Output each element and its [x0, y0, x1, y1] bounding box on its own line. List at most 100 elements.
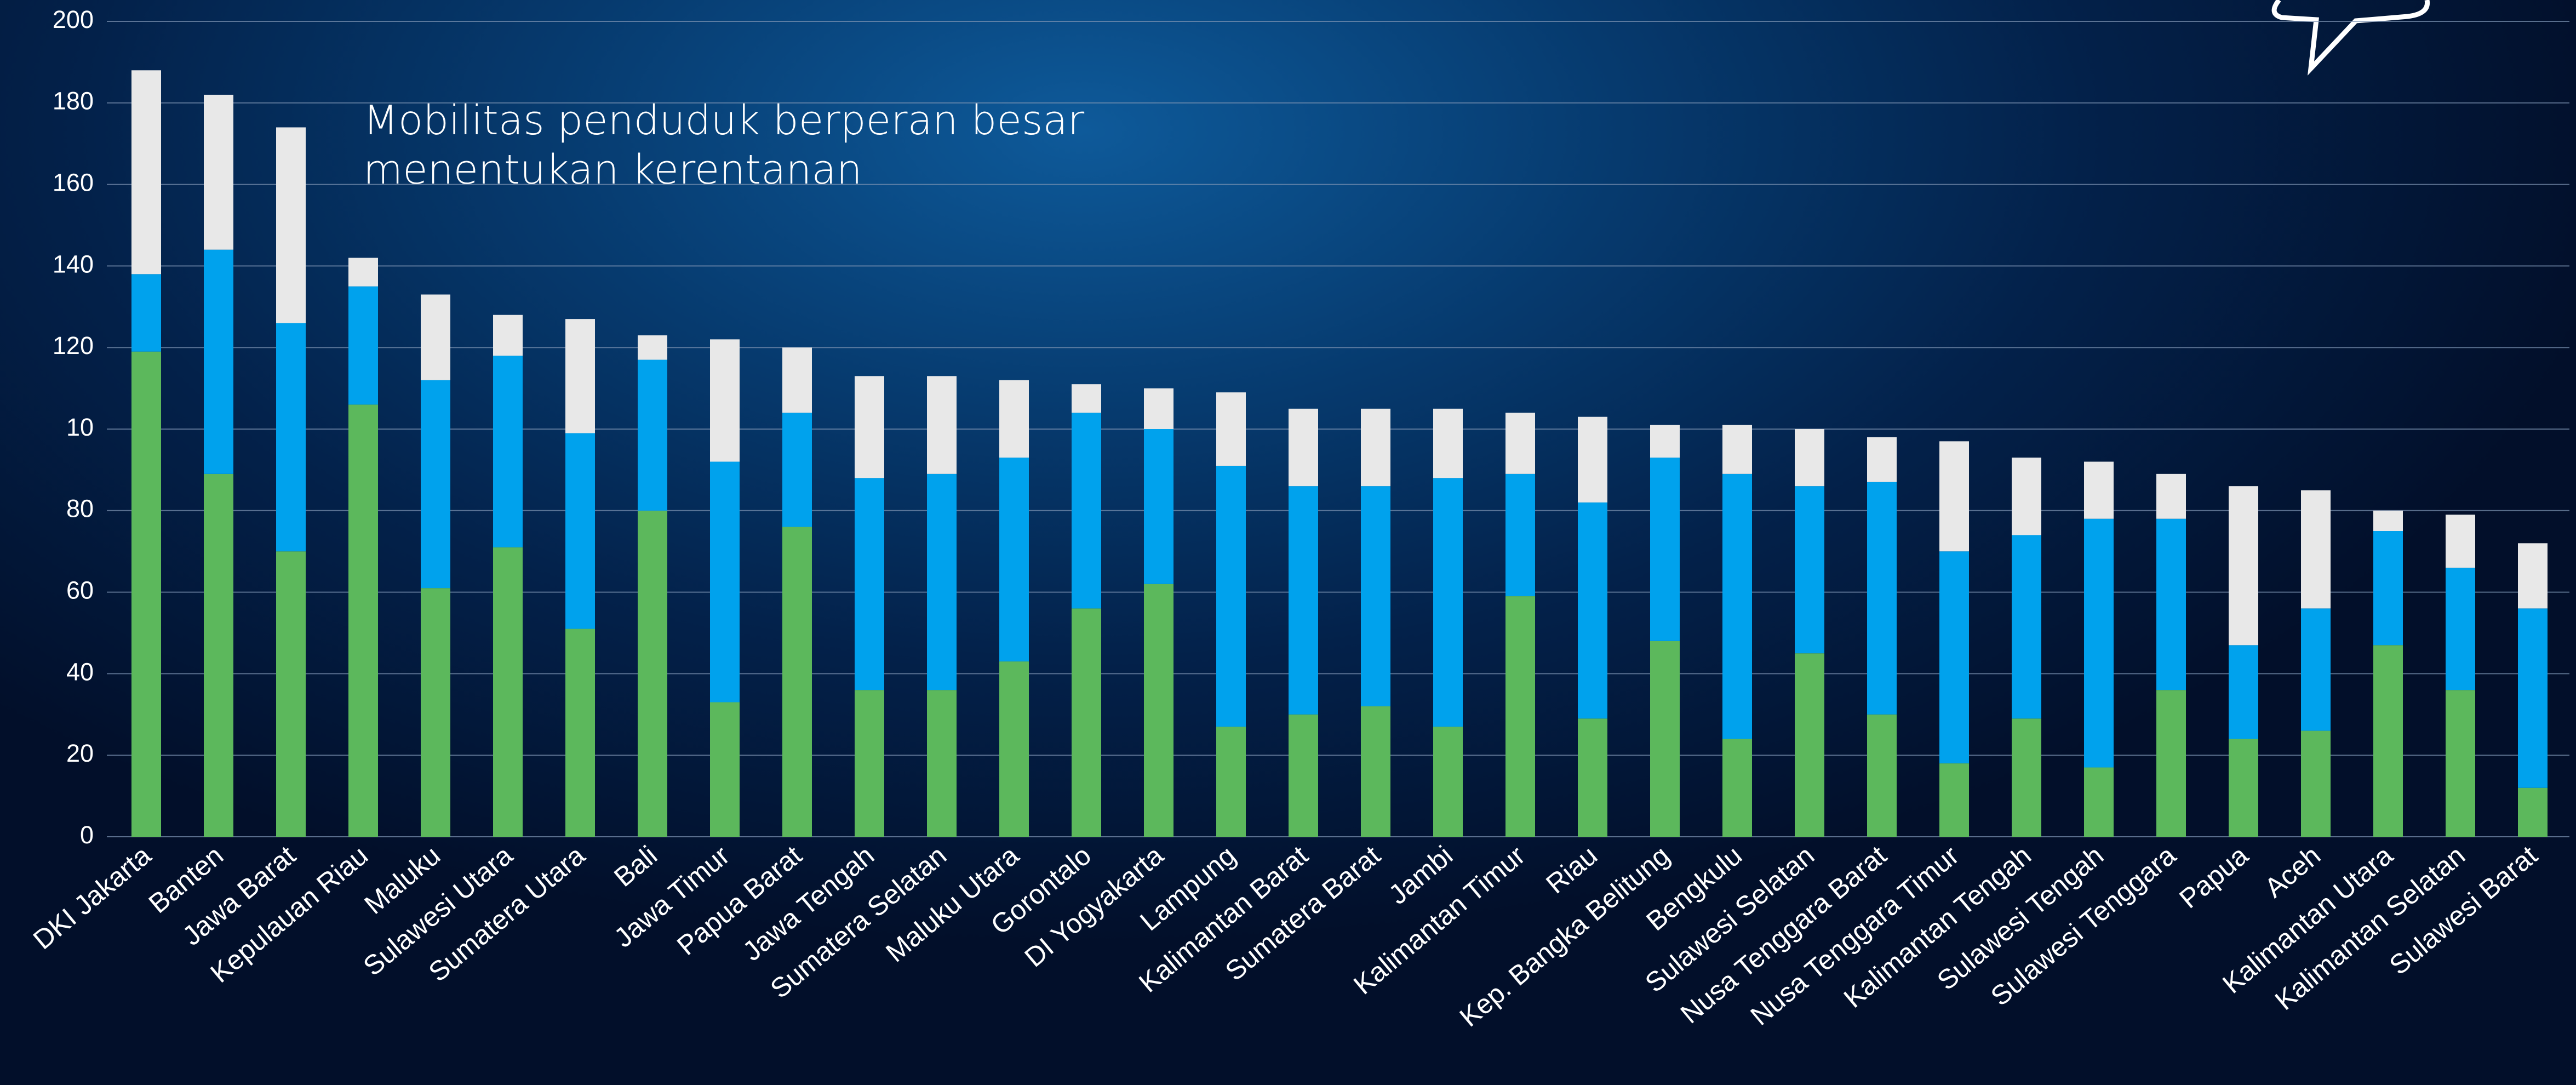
bar-segment — [1722, 425, 1752, 474]
bar-segment — [348, 258, 378, 287]
bar-segment — [2446, 567, 2475, 690]
y-tick-label: 80 — [66, 495, 94, 523]
x-tick-label: DKI Jakarta — [27, 840, 157, 955]
bar-segment — [2156, 518, 2186, 690]
annotation: Mobilitas penduduk berperan besar — [363, 97, 1085, 144]
bar-segment — [2156, 690, 2186, 837]
bar-segment — [2373, 645, 2403, 837]
bar-segment — [855, 478, 884, 690]
bar-segment — [2301, 608, 2331, 731]
y-tick-label: 200 — [53, 5, 94, 33]
y-tick-label: 40 — [66, 658, 94, 686]
bar-segment — [2229, 486, 2258, 646]
y-tick-label: 20 — [66, 739, 94, 767]
bar-segment — [1795, 429, 1824, 487]
y-tick-label: 0 — [80, 821, 94, 849]
bar-segment — [1216, 727, 1246, 837]
bar-segment — [2373, 510, 2403, 531]
bar-segment — [1072, 608, 1101, 837]
bar-segment — [204, 473, 233, 837]
bar-segment — [2518, 543, 2548, 609]
bar-segment — [421, 294, 450, 380]
bar-segment — [638, 359, 667, 511]
bar-segment — [710, 702, 740, 837]
bar-segment — [1144, 388, 1173, 429]
bar-segment — [421, 588, 450, 837]
bar-segment — [2084, 767, 2114, 837]
bar-segment — [1072, 413, 1101, 609]
bar-segment — [1361, 486, 1390, 706]
bar-segment — [131, 351, 161, 837]
bar-segment — [855, 690, 884, 837]
bar-segment — [131, 274, 161, 352]
bar-segment — [1867, 482, 1897, 715]
bar-segment — [1144, 584, 1173, 837]
bar-segment — [1289, 714, 1318, 837]
bar-segment — [276, 127, 306, 323]
bar-segment — [782, 347, 812, 413]
bar-segment — [565, 433, 595, 629]
bar-segment — [999, 661, 1029, 837]
bar-segment — [204, 249, 233, 474]
bar-segment — [276, 323, 306, 552]
bar-segment — [1939, 551, 1969, 764]
bar-segment — [493, 547, 523, 837]
bar-segment — [276, 551, 306, 837]
bar-segment — [2012, 458, 2041, 535]
bar-segment — [1505, 413, 1535, 474]
bar-segment — [2518, 608, 2548, 788]
bar-segment — [1505, 596, 1535, 837]
bar-segment — [1216, 465, 1246, 727]
bar-segment — [1867, 437, 1897, 482]
y-tick-label: 120 — [53, 332, 94, 359]
bar-segment — [1722, 739, 1752, 837]
bar-segment — [493, 315, 523, 356]
bar-segment — [2301, 730, 2331, 837]
bar-segment — [2301, 490, 2331, 609]
bar-segment — [782, 413, 812, 527]
bar-segment — [1433, 408, 1463, 478]
bar-segment — [348, 404, 378, 837]
bar-segment — [1867, 714, 1897, 837]
bar-segment — [2084, 518, 2114, 768]
x-tick-label: Papua — [2173, 840, 2254, 914]
bar-segment — [2012, 718, 2041, 837]
x-tick-label: Riau — [1540, 840, 1603, 900]
bar-segment — [348, 286, 378, 405]
y-tick-label: 140 — [53, 250, 94, 278]
bar-segment — [1072, 384, 1101, 413]
bar-segment — [638, 335, 667, 360]
y-tick-label: 180 — [53, 87, 94, 115]
bar-segment — [2084, 461, 2114, 519]
bar-segment — [1289, 486, 1318, 715]
y-tick-label: 10 — [66, 413, 94, 441]
bar-segment — [927, 690, 957, 837]
bar-segment — [2518, 787, 2548, 837]
bar-segment — [1433, 478, 1463, 727]
bar-segment — [1650, 425, 1680, 458]
y-tick-label: 160 — [53, 168, 94, 196]
bar-segment — [710, 461, 740, 703]
bar-segment — [1289, 408, 1318, 487]
bar-segment — [2373, 531, 2403, 646]
bar-segment — [2156, 473, 2186, 519]
bar-segment — [493, 356, 523, 547]
x-tick-label: Bali — [608, 840, 663, 893]
bar-segment — [204, 94, 233, 250]
bar-segment — [2012, 535, 2041, 719]
annotation: menentukan kerentanan — [363, 146, 862, 193]
bar-segment — [1578, 718, 1607, 837]
bar-segment — [1939, 441, 1969, 552]
bar-segment — [1939, 763, 1969, 837]
bar-segment — [1795, 486, 1824, 654]
y-tick-label: 60 — [66, 576, 94, 604]
speech-bubble-icon — [2271, 0, 2430, 76]
bar-segment — [2446, 690, 2475, 837]
bar-segment — [927, 473, 957, 690]
bar-segment — [2229, 645, 2258, 739]
bar-segment — [999, 458, 1029, 662]
bar-segment — [1795, 653, 1824, 837]
bar-segment — [565, 629, 595, 837]
